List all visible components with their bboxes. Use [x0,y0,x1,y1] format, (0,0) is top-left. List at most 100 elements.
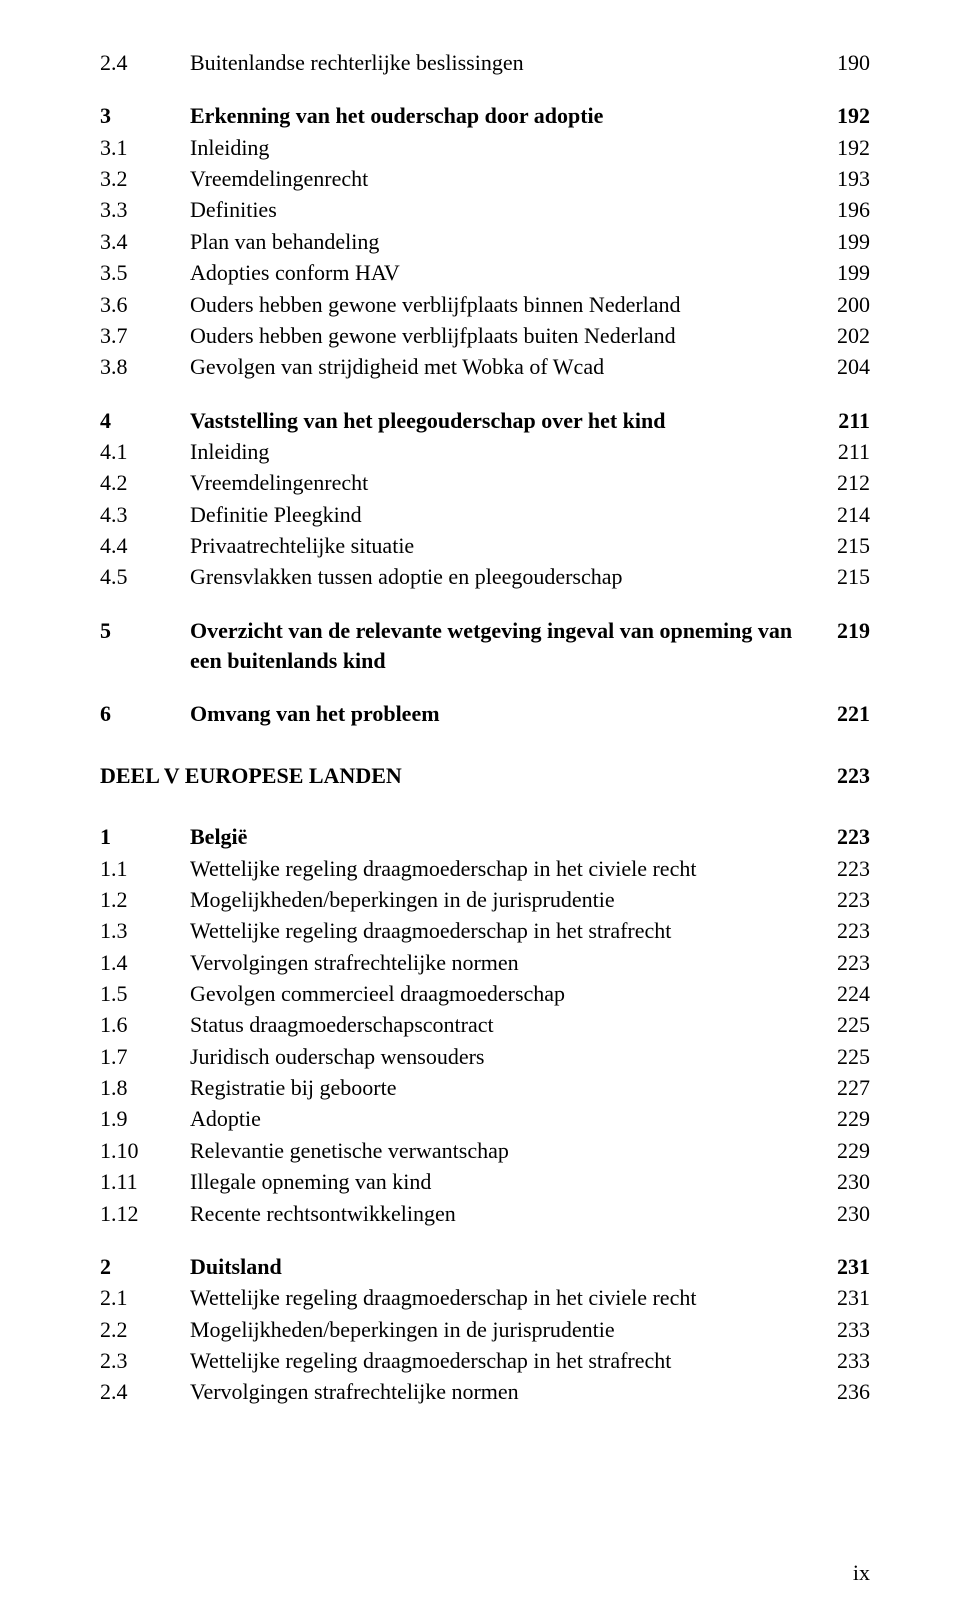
toc-entry-page: 202 [820,321,870,351]
toc-entry-number: 4.4 [100,531,190,561]
toc-entry-title: Gevolgen commercieel draagmoederschap [190,979,820,1009]
toc-row: 3.8Gevolgen van strijdigheid met Wobka o… [100,352,870,382]
toc-entry-number: 2 [100,1252,190,1282]
toc-row: 3.6Ouders hebben gewone verblijfplaats b… [100,290,870,320]
toc-entry-number: 3.8 [100,352,190,382]
toc-entry-number: 6 [100,699,190,729]
toc-row: DEEL V EUROPESE LANDEN223 [100,761,870,791]
toc-entry-page: 225 [820,1010,870,1040]
toc-row: 2.4Buitenlandse rechterlijke beslissinge… [100,48,870,78]
toc-entry-number: 1.9 [100,1104,190,1134]
toc-entry-number: 4.2 [100,468,190,498]
toc-entry-title: Vervolgingen strafrechtelijke normen [190,948,820,978]
page-number-footer: ix [853,1558,870,1588]
document-page: 2.4Buitenlandse rechterlijke beslissinge… [0,0,960,1624]
toc-entry-title: Erkenning van het ouderschap door adopti… [190,101,820,131]
toc-entry-page: 212 [820,468,870,498]
toc-entry-page: 230 [820,1167,870,1197]
toc-entry-number: 4 [100,406,190,436]
toc-row: 1.11Illegale opneming van kind230 [100,1167,870,1197]
toc-entry-number: 3.6 [100,290,190,320]
toc-entry-title: Vreemdelingenrecht [190,164,820,194]
toc-entry-page: 219 [820,616,870,646]
toc-entry-title: Omvang van het probleem [190,699,820,729]
toc-entry-number: 4.1 [100,437,190,467]
toc-entry-title: Juridisch ouderschap wensouders [190,1042,820,1072]
toc-row: 1.6Status draagmoederschapscontract225 [100,1010,870,1040]
toc-row: 2.1Wettelijke regeling draagmoederschap … [100,1283,870,1313]
toc-entry-page: 227 [820,1073,870,1103]
toc-row: 4.5Grensvlakken tussen adoptie en pleego… [100,562,870,592]
toc-entry-title: Wettelijke regeling draagmoederschap in … [190,1346,820,1376]
toc-entry-title: Gevolgen van strijdigheid met Wobka of W… [190,352,820,382]
toc-row: 1.3Wettelijke regeling draagmoederschap … [100,916,870,946]
toc-entry-title: Plan van behandeling [190,227,820,257]
spacer [100,792,870,822]
toc-entry-page: 223 [820,916,870,946]
toc-entry-page: 204 [820,352,870,382]
toc-entry-number: 3.4 [100,227,190,257]
toc-row: 1.4Vervolgingen strafrechtelijke normen2… [100,948,870,978]
toc-row: 2Duitsland231 [100,1252,870,1282]
toc-entry-title: Registratie bij geboorte [190,1073,820,1103]
toc-row: 1België223 [100,822,870,852]
toc-entry-page: 233 [820,1346,870,1376]
toc-entry-page: 193 [820,164,870,194]
toc-entry-number: 1.1 [100,854,190,884]
toc-entry-title: Mogelijkheden/beperkingen in de jurispru… [190,885,820,915]
toc-entry-title: Status draagmoederschapscontract [190,1010,820,1040]
toc-entry-title: Adopties conform HAV [190,258,820,288]
toc-row: 1.5Gevolgen commercieel draagmoederschap… [100,979,870,1009]
toc-row: 1.12Recente rechtsontwikkelingen230 [100,1199,870,1229]
toc-entry-page: 223 [820,885,870,915]
toc-row: 3.1Inleiding192 [100,133,870,163]
toc-entry-number: 4.5 [100,562,190,592]
toc-entry-page: 199 [820,258,870,288]
toc-row: 4Vaststelling van het pleegouderschap ov… [100,406,870,436]
toc-row: 1.10Relevantie genetische verwantschap22… [100,1136,870,1166]
toc-entry-title: Duitsland [190,1252,820,1282]
toc-entry-page: 200 [820,290,870,320]
toc-entry-title: Wettelijke regeling draagmoederschap in … [190,854,820,884]
toc-entry-page: 223 [820,822,870,852]
toc-entry-title: Relevantie genetische verwantschap [190,1136,820,1166]
toc-row: 1.1Wettelijke regeling draagmoederschap … [100,854,870,884]
toc-entry-number: 2.4 [100,1377,190,1407]
toc-entry-title: Grensvlakken tussen adoptie en pleegoude… [190,562,820,592]
toc-entry-page: 229 [820,1104,870,1134]
toc-entry-page: 231 [820,1252,870,1282]
toc-entry-number: 1.5 [100,979,190,1009]
toc-entry-title: Adoptie [190,1104,820,1134]
toc-entry-title: Vreemdelingenrecht [190,468,820,498]
toc-row: 1.9Adoptie229 [100,1104,870,1134]
toc-entry-page: 231 [820,1283,870,1313]
toc-row: 1.2Mogelijkheden/beperkingen in de juris… [100,885,870,915]
toc-entry-number: 4.3 [100,500,190,530]
toc-entry-title: DEEL V EUROPESE LANDEN [100,761,820,791]
toc-row: 3.2Vreemdelingenrecht193 [100,164,870,194]
toc-entry-number: 2.2 [100,1315,190,1345]
toc-entry-number: 1.6 [100,1010,190,1040]
toc-entry-number: 1.10 [100,1136,190,1166]
toc-entry-title: Vaststelling van het pleegouderschap ove… [190,406,820,436]
toc-entry-number: 1.7 [100,1042,190,1072]
toc-entry-title: Illegale opneming van kind [190,1167,820,1197]
toc-entry-page: 192 [820,101,870,131]
spacer [100,79,870,101]
toc-row: 4.4Privaatrechtelijke situatie215 [100,531,870,561]
toc-row: 3.3Definities196 [100,195,870,225]
toc-entry-page: 223 [820,948,870,978]
toc-entry-title: Definitie Pleegkind [190,500,820,530]
toc-entry-page: 233 [820,1315,870,1345]
toc-entry-page: 229 [820,1136,870,1166]
toc-row: 2.3Wettelijke regeling draagmoederschap … [100,1346,870,1376]
spacer [100,677,870,699]
toc-entry-page: 223 [820,854,870,884]
toc-entry-number: 3.1 [100,133,190,163]
toc-entry-title: Mogelijkheden/beperkingen in de jurispru… [190,1315,820,1345]
toc-container: 2.4Buitenlandse rechterlijke beslissinge… [100,48,870,1408]
toc-entry-number: 1.12 [100,1199,190,1229]
toc-entry-title: Vervolgingen strafrechtelijke normen [190,1377,820,1407]
toc-entry-number: 3.3 [100,195,190,225]
toc-entry-number: 2.4 [100,48,190,78]
